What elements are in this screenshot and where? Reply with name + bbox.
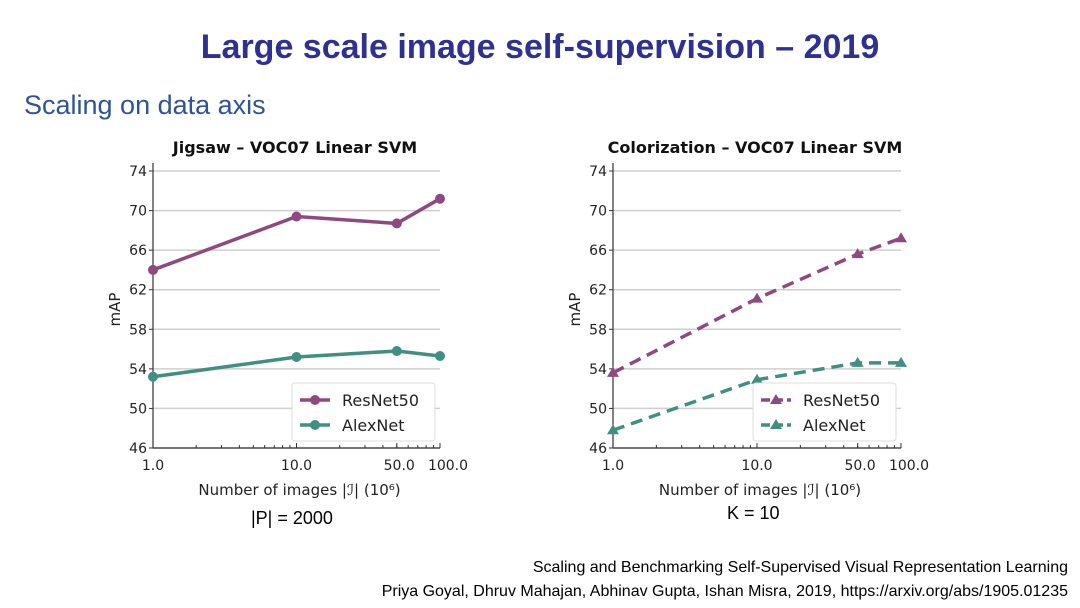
x-axis-label: Number of images |ℐ| (10⁶) — [198, 481, 400, 499]
series-alexnet — [607, 356, 907, 435]
left-chart-caption: |P| = 2000 — [251, 508, 333, 528]
y-tick-label: 70 — [129, 204, 147, 220]
y-tick-label: 50 — [589, 401, 607, 417]
series-resnet50 — [148, 193, 445, 275]
series-line — [152, 349, 441, 379]
y-tick-label: 66 — [589, 243, 607, 259]
right-chart-caption: K = 10 — [727, 503, 780, 523]
y-tick-label: 70 — [589, 204, 607, 220]
data-point — [291, 211, 302, 222]
y-axis-label: mAP — [566, 293, 584, 327]
y-tick-label: 62 — [129, 283, 147, 299]
legend-marker — [770, 419, 782, 429]
x-tick-label: 100.0 — [428, 458, 468, 474]
slide-subtitle: Scaling on data axis — [24, 90, 266, 120]
x-tick-label: 50.0 — [384, 458, 415, 474]
series-resnet50 — [607, 232, 907, 377]
x-tick-label: 50.0 — [844, 458, 875, 474]
data-point — [751, 373, 763, 384]
data-point — [148, 371, 158, 382]
data-point — [895, 232, 907, 243]
y-tick-label: 62 — [589, 283, 607, 299]
series-line — [612, 361, 901, 432]
legend-label: ResNet50 — [342, 391, 419, 410]
y-tick-label: 58 — [129, 322, 147, 338]
reference-title: Scaling and Benchmarking Self-Supervised… — [532, 559, 1068, 576]
y-tick-label: 58 — [589, 322, 607, 338]
data-point — [751, 292, 763, 303]
x-tick-label: 1.0 — [142, 458, 164, 474]
data-point — [148, 264, 158, 275]
y-tick-label: 54 — [589, 362, 607, 378]
data-point — [607, 424, 619, 435]
chart-colorization: Colorization – VOC07 Linear SVM 46 50 54 58 6… — [566, 138, 929, 499]
data-point — [435, 350, 445, 361]
x-tick-label: 100.0 — [889, 458, 929, 474]
x-tick-label: 1.0 — [602, 458, 624, 474]
legend-marker — [310, 420, 320, 430]
chart-title: Jigsaw – VOC07 Linear SVM — [172, 138, 417, 157]
y-tick-label: 46 — [129, 441, 147, 457]
series-line — [152, 197, 441, 272]
legend-label: AlexNet — [342, 416, 405, 435]
x-tick-label: 10.0 — [281, 458, 312, 474]
reference-authors: Priya Goyal, Dhruv Mahajan, Abhinav Gupt… — [381, 583, 1068, 600]
data-point — [391, 346, 402, 357]
legend-label: ResNet50 — [803, 391, 880, 410]
data-point — [895, 356, 907, 367]
legend-label: AlexNet — [803, 416, 866, 435]
chart-jigsaw: Jigsaw – VOC07 Linear SVM 46 50 54 58 62 66 70 7… — [106, 138, 468, 499]
legend-marker — [770, 394, 782, 404]
y-tick-label: 50 — [129, 401, 147, 417]
series-alexnet — [148, 346, 445, 382]
x-axis-label: Number of images |ℐ| (10⁶) — [659, 481, 861, 499]
data-point — [851, 356, 864, 367]
y-tick-label: 46 — [589, 441, 607, 457]
y-tick-label: 74 — [129, 164, 147, 180]
data-point — [435, 193, 445, 204]
data-point — [607, 366, 619, 377]
series-line — [612, 236, 902, 375]
y-tick-label: 66 — [129, 243, 147, 259]
data-point — [391, 218, 402, 229]
legend-marker — [310, 395, 320, 405]
chart-title: Colorization – VOC07 Linear SVM — [608, 138, 903, 157]
x-tick-label: 10.0 — [741, 458, 772, 474]
y-tick-label: 54 — [129, 362, 147, 378]
legend: ResNet50 AlexNet — [291, 382, 436, 442]
legend: ResNet50 AlexNet — [752, 382, 897, 442]
data-point — [291, 351, 302, 362]
data-point — [851, 248, 864, 259]
slide-title: Large scale image self-supervision – 201… — [200, 28, 880, 66]
y-tick-label: 74 — [589, 164, 607, 180]
y-axis-label: mAP — [106, 293, 124, 327]
